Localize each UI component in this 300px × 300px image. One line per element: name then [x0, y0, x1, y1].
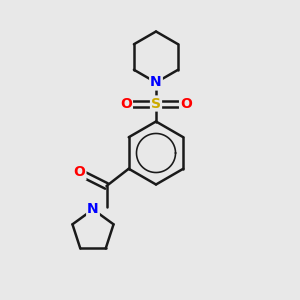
Text: N: N — [150, 76, 162, 89]
Text: O: O — [74, 166, 86, 179]
Text: O: O — [180, 97, 192, 110]
Text: N: N — [87, 202, 99, 216]
Text: O: O — [120, 97, 132, 110]
Text: S: S — [151, 97, 161, 110]
